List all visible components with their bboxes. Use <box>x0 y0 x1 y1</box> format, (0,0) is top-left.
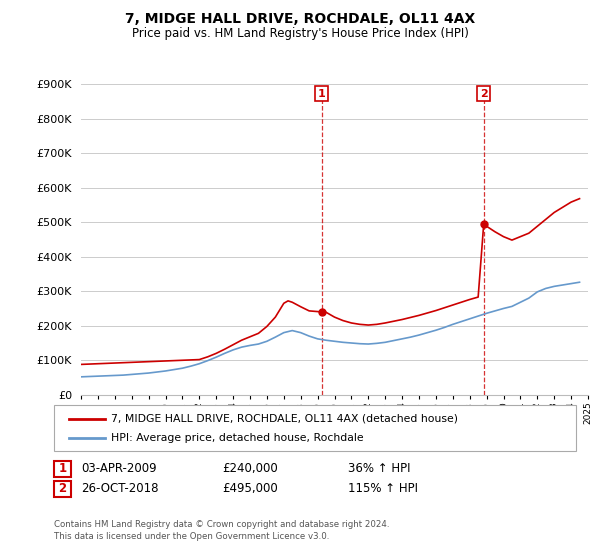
Text: Price paid vs. HM Land Registry's House Price Index (HPI): Price paid vs. HM Land Registry's House … <box>131 27 469 40</box>
Text: 1: 1 <box>58 462 67 475</box>
Text: 115% ↑ HPI: 115% ↑ HPI <box>348 482 418 496</box>
Text: 7, MIDGE HALL DRIVE, ROCHDALE, OL11 4AX (detached house): 7, MIDGE HALL DRIVE, ROCHDALE, OL11 4AX … <box>111 414 458 424</box>
Text: 1: 1 <box>318 88 326 99</box>
Text: 2: 2 <box>58 482 67 496</box>
Text: HPI: Average price, detached house, Rochdale: HPI: Average price, detached house, Roch… <box>111 433 364 443</box>
Text: £495,000: £495,000 <box>222 482 278 496</box>
Text: 03-APR-2009: 03-APR-2009 <box>81 462 157 475</box>
Text: 7, MIDGE HALL DRIVE, ROCHDALE, OL11 4AX: 7, MIDGE HALL DRIVE, ROCHDALE, OL11 4AX <box>125 12 475 26</box>
Text: 36% ↑ HPI: 36% ↑ HPI <box>348 462 410 475</box>
Text: 26-OCT-2018: 26-OCT-2018 <box>81 482 158 496</box>
Text: Contains HM Land Registry data © Crown copyright and database right 2024.
This d: Contains HM Land Registry data © Crown c… <box>54 520 389 541</box>
Text: 2: 2 <box>480 88 488 99</box>
Text: £240,000: £240,000 <box>222 462 278 475</box>
